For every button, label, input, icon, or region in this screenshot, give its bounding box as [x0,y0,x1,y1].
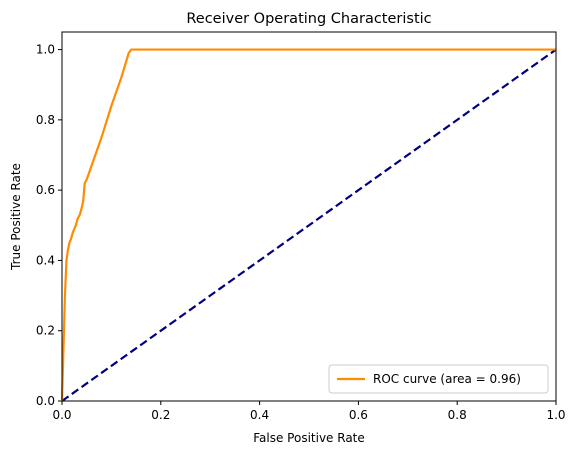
y-tick-label: 0.0 [36,394,55,408]
y-tick-label: 0.4 [36,253,55,267]
chart-title: Receiver Operating Characteristic [186,11,431,27]
y-tick-label: 0.8 [36,113,55,127]
x-tick-label: 0.4 [250,408,269,422]
x-tick-label: 0.2 [151,408,170,422]
legend-box [328,364,549,394]
y-tick-label: 1.0 [36,43,55,57]
roc-curve-line [60,48,556,402]
chance-diagonal-line [61,48,557,402]
y-tick-label: 0.2 [36,324,55,338]
x-axis-label: False Positive Rate [253,431,365,445]
x-tick-label: 0.6 [349,408,368,422]
series-group [60,48,557,402]
y-axis-label: True Positive Rate [9,163,23,271]
x-tick-label: 0.0 [52,408,71,422]
x-tick-label: 1.0 [546,408,565,422]
legend: ROC curve (area = 0.96) [328,364,549,394]
plot-frame [61,31,557,402]
y-tick-label: 0.6 [36,183,55,197]
y-axis-ticks: 0.0 0.2 0.4 0.6 0.8 1.0 [36,43,62,408]
x-axis-ticks: 0.0 0.2 0.4 0.6 0.8 1.0 [52,401,566,422]
x-tick-label: 0.8 [448,408,467,422]
legend-label-roc-curve: ROC curve (area = 0.96) [373,372,521,386]
